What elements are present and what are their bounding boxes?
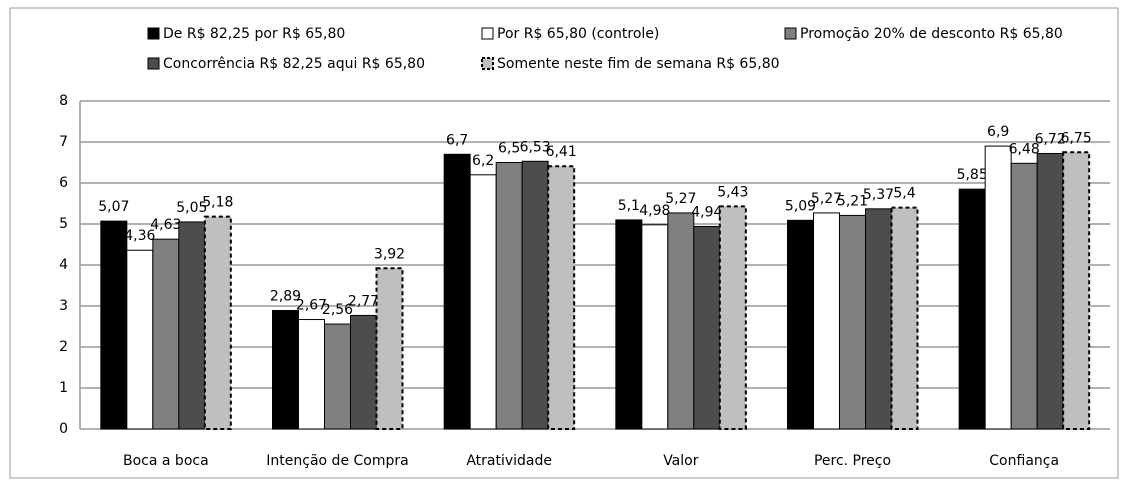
data-label: 5,1	[618, 198, 640, 214]
data-label: 4,63	[150, 217, 181, 233]
bar	[324, 323, 351, 430]
legend-swatch	[784, 27, 797, 40]
bar	[693, 225, 721, 430]
bar	[375, 267, 404, 430]
x-tick-label: Confiança	[989, 453, 1059, 469]
bar	[1062, 151, 1091, 430]
legend-swatch	[147, 57, 160, 70]
bar	[350, 314, 377, 430]
bar	[813, 212, 840, 430]
bar	[718, 205, 747, 430]
x-tick-label: Intenção de Compra	[266, 453, 408, 469]
data-label: 5,43	[717, 184, 748, 200]
legend-label: Por R$ 65,80 (controle)	[497, 26, 659, 42]
legend-label: De R$ 82,25 por R$ 65,80	[163, 26, 345, 42]
bar	[984, 145, 1012, 430]
data-label: 5,37	[863, 187, 894, 203]
x-tick-label: Boca a boca	[123, 453, 209, 469]
data-label: 5,27	[665, 191, 696, 207]
data-label: 2,56	[322, 302, 353, 318]
data-label: 2,77	[348, 293, 379, 309]
data-label: 5,4	[893, 186, 915, 202]
data-label: 6,48	[1009, 141, 1040, 157]
y-tick-label: 1	[59, 380, 68, 396]
legend-label: Concorrência R$ 82,25 aqui R$ 65,80	[163, 56, 425, 72]
data-label: 4,94	[691, 204, 722, 220]
data-label: 2,67	[296, 298, 327, 314]
data-label: 6,41	[546, 144, 577, 160]
legend-swatch	[147, 27, 160, 40]
data-label: 5,21	[837, 193, 868, 209]
y-tick-label: 8	[59, 93, 68, 109]
bar	[1036, 152, 1064, 430]
bar	[126, 249, 154, 430]
bar	[958, 188, 986, 430]
bar	[521, 160, 549, 430]
data-label: 6,2	[472, 153, 494, 169]
bar	[443, 153, 471, 430]
data-label: 3,92	[374, 246, 405, 262]
data-label: 5,85	[957, 167, 988, 183]
data-label: 6,72	[1035, 131, 1066, 147]
data-label: 6,75	[1061, 130, 1092, 146]
data-label: 6,5	[498, 141, 520, 157]
data-label: 5,18	[202, 195, 233, 211]
bar	[667, 212, 695, 430]
bar	[100, 220, 128, 430]
data-label: 4,36	[124, 228, 155, 244]
data-label: 2,89	[270, 289, 301, 305]
data-label: 6,9	[987, 124, 1009, 140]
bar	[469, 174, 497, 430]
data-label: 6,53	[520, 139, 551, 155]
x-tick-label: Atratividade	[466, 453, 552, 469]
bar	[890, 206, 919, 430]
y-tick-label: 5	[59, 216, 68, 232]
x-tick-label: Valor	[663, 453, 699, 469]
legend-swatch	[481, 57, 494, 70]
legend-label: Promoção 20% de desconto R$ 65,80	[800, 26, 1063, 42]
bar	[547, 165, 576, 430]
data-label: 5,05	[176, 200, 207, 216]
data-label: 6,7	[446, 132, 468, 148]
data-label: 5,09	[785, 198, 816, 214]
bar	[615, 219, 643, 430]
bar	[641, 224, 669, 430]
bar	[178, 221, 206, 430]
y-tick-label: 0	[59, 421, 68, 437]
y-tick-label: 4	[59, 257, 68, 273]
y-tick-label: 2	[59, 339, 68, 355]
data-label: 5,27	[811, 191, 842, 207]
bar	[152, 238, 180, 430]
bar	[495, 162, 523, 430]
legend-swatch	[481, 27, 494, 40]
y-tick-label: 3	[59, 298, 68, 314]
y-tick-label: 7	[59, 134, 68, 150]
y-tick-label: 6	[59, 175, 68, 191]
bar	[865, 208, 892, 430]
bar	[203, 215, 232, 430]
bar	[272, 310, 299, 430]
bar	[787, 219, 814, 430]
data-label: 5,07	[98, 199, 129, 215]
bar	[839, 214, 866, 430]
x-tick-label: Perc. Preço	[814, 453, 891, 469]
legend-label: Somente neste fim de semana R$ 65,80	[497, 56, 780, 72]
data-label: 4,98	[639, 203, 670, 219]
bar	[298, 319, 325, 430]
bar	[1010, 162, 1038, 430]
